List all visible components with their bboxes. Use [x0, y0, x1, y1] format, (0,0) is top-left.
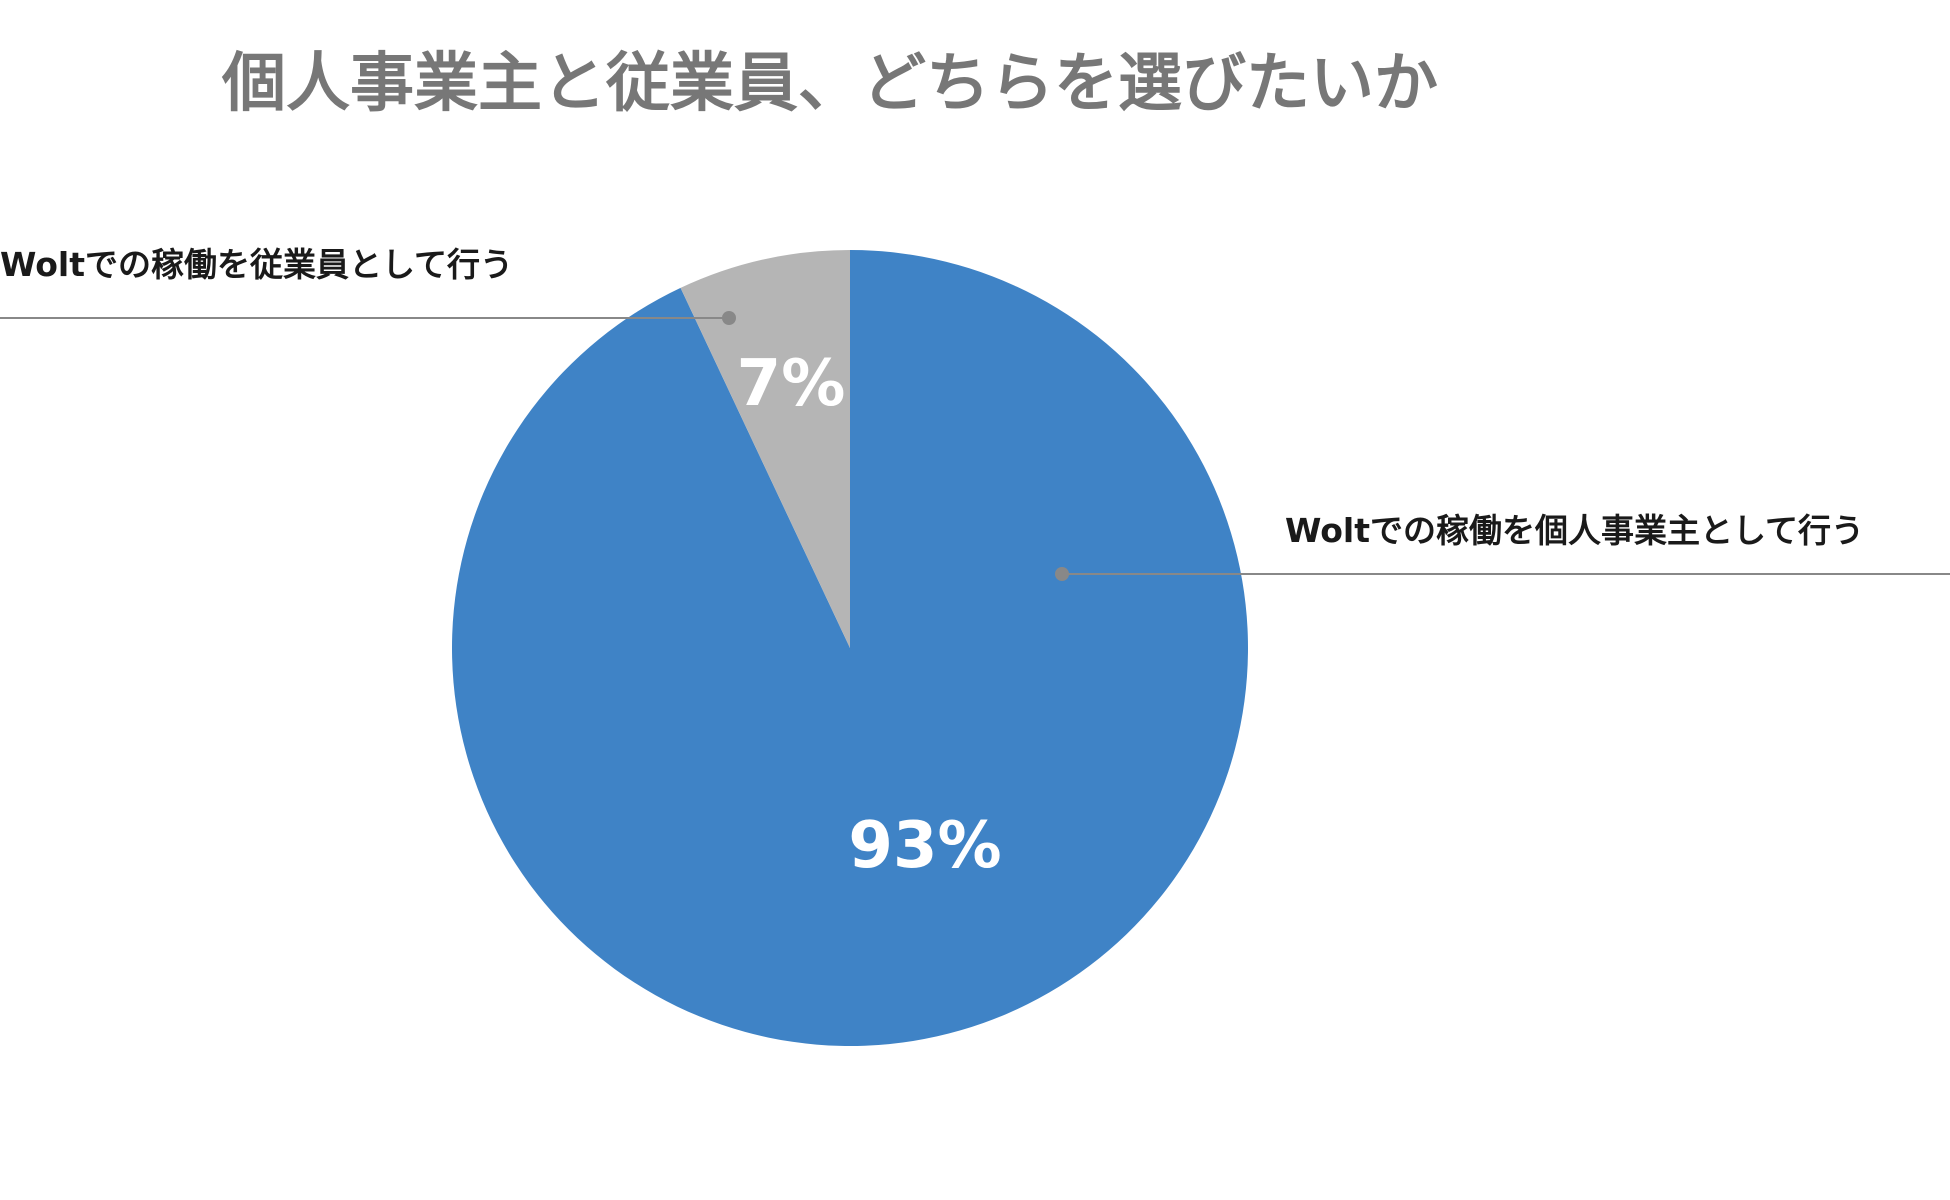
- data-label-1: 93%: [848, 809, 1001, 883]
- data-label-2: 7%: [737, 347, 846, 421]
- chart-title: 個人事業主と従業員、どちらを選びたいか: [221, 47, 1438, 121]
- pie-slice-2: [680, 250, 850, 648]
- category-label-2: Woltでの稼働を従業員として行う: [0, 245, 513, 284]
- pie-slices: [451, 250, 1248, 1046]
- callout-dot-2: [722, 311, 736, 325]
- callout-dot-1: [1055, 567, 1069, 581]
- callouts: Woltでの稼働を個人事業主として行う Woltでの稼働を従業員として行う: [0, 245, 1950, 581]
- data-labels: 93% 7%: [737, 347, 1002, 883]
- category-label-1: Woltでの稼働を個人事業主として行う: [1285, 511, 1864, 550]
- pie-slice-1: [451, 250, 1248, 1046]
